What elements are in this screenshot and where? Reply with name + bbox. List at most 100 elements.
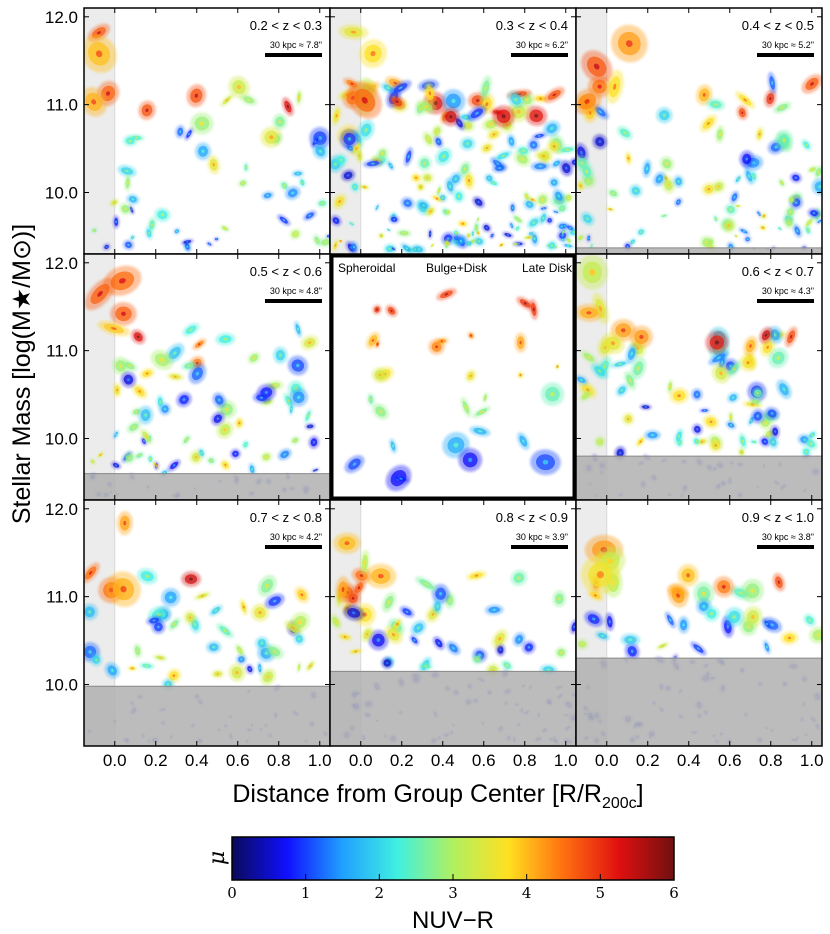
galaxy-core bbox=[634, 189, 637, 192]
y-tick-label: 11.0 bbox=[46, 588, 78, 607]
galaxy-core bbox=[665, 177, 668, 180]
galaxy-marker bbox=[738, 433, 748, 450]
galaxy-marker bbox=[110, 302, 137, 326]
galaxy-marker bbox=[713, 576, 735, 598]
galaxy-core bbox=[217, 398, 221, 402]
galaxy-marker bbox=[801, 74, 822, 94]
galaxy-core bbox=[466, 142, 470, 145]
galaxy-marker bbox=[692, 423, 703, 435]
galaxy-core bbox=[627, 417, 630, 421]
galaxy-core bbox=[316, 239, 319, 242]
galaxy-core bbox=[223, 227, 227, 230]
galaxy-core bbox=[761, 226, 765, 229]
galaxy-core bbox=[126, 181, 129, 185]
galaxy-marker bbox=[522, 235, 535, 240]
galaxy-core bbox=[354, 650, 358, 653]
galaxy-core bbox=[532, 221, 536, 224]
y-tick-label: 12.0 bbox=[45, 500, 78, 519]
galaxy-core bbox=[237, 85, 241, 90]
galaxy-marker bbox=[84, 34, 117, 73]
scale-bar bbox=[757, 299, 814, 303]
galaxy-core bbox=[714, 340, 719, 345]
galaxy-core bbox=[135, 410, 138, 413]
galaxy-marker bbox=[378, 232, 385, 239]
legend-category-label: Late Disk bbox=[522, 261, 573, 275]
galaxy-core bbox=[114, 433, 118, 436]
galaxy-core bbox=[475, 111, 479, 115]
galaxy-marker bbox=[466, 570, 487, 581]
galaxy-marker bbox=[625, 343, 638, 364]
panel-content bbox=[576, 500, 822, 746]
galaxy-core bbox=[395, 100, 399, 104]
galaxy-marker bbox=[436, 184, 442, 197]
galaxy-core bbox=[498, 637, 502, 641]
galaxy-core bbox=[476, 658, 479, 661]
galaxy-core bbox=[818, 220, 821, 223]
galaxy-core bbox=[265, 455, 268, 458]
galaxy-core bbox=[710, 612, 713, 616]
galaxy-core bbox=[145, 108, 149, 113]
galaxy-marker bbox=[730, 190, 739, 204]
galaxy-core bbox=[471, 232, 474, 235]
galaxy-core bbox=[157, 625, 160, 629]
galaxy-marker bbox=[294, 586, 310, 604]
galaxy-core bbox=[682, 623, 685, 627]
galaxy-marker bbox=[371, 367, 389, 383]
galaxy-marker bbox=[134, 451, 145, 460]
galaxy-core bbox=[407, 154, 410, 159]
galaxy-marker bbox=[432, 636, 445, 650]
galaxy-marker bbox=[184, 127, 194, 141]
galaxy-core bbox=[522, 439, 525, 443]
galaxy-marker bbox=[90, 653, 103, 667]
galaxy-core bbox=[286, 104, 290, 109]
galaxy-core bbox=[278, 120, 282, 124]
galaxy-core bbox=[477, 240, 481, 243]
galaxy-marker bbox=[147, 454, 154, 464]
scale-bar bbox=[511, 53, 568, 57]
galaxy-core bbox=[734, 234, 738, 238]
galaxy-core bbox=[811, 168, 814, 171]
galaxy-core bbox=[208, 242, 211, 246]
galaxy-marker bbox=[567, 227, 576, 237]
galaxy-core bbox=[514, 97, 518, 102]
galaxy-marker bbox=[181, 360, 197, 371]
galaxy-core bbox=[808, 221, 811, 224]
galaxy-marker bbox=[192, 338, 207, 350]
galaxy-marker bbox=[332, 193, 347, 210]
galaxy-core bbox=[608, 620, 611, 624]
galaxy-marker bbox=[517, 371, 524, 379]
galaxy-marker bbox=[415, 99, 437, 115]
galaxy-marker bbox=[639, 404, 652, 410]
galaxy-marker bbox=[532, 132, 547, 140]
galaxy-core bbox=[287, 399, 290, 403]
galaxy-marker bbox=[467, 105, 487, 122]
galaxy-core bbox=[610, 341, 616, 346]
galaxy-marker bbox=[126, 421, 142, 434]
galaxy-marker bbox=[176, 392, 192, 408]
panel-redshift-label: 0.8 < z < 0.9 bbox=[496, 510, 568, 525]
galaxy-marker bbox=[287, 355, 308, 376]
galaxy-core bbox=[533, 237, 536, 241]
axes-layer: 10.0 11.0 12.0 10.0 11.0 12.0 10.0 11.0 12.0 0.0 0… bbox=[45, 8, 824, 770]
x-tick-label: 0.8 bbox=[513, 751, 537, 770]
galaxy-marker bbox=[758, 224, 767, 231]
galaxy-core bbox=[158, 656, 162, 659]
galaxy-core bbox=[301, 181, 304, 184]
galaxy-core bbox=[752, 440, 756, 443]
scale-bar bbox=[265, 545, 322, 549]
galaxy-core bbox=[558, 597, 561, 601]
galaxy-marker bbox=[272, 113, 288, 130]
galaxy-marker bbox=[96, 451, 105, 459]
galaxy-marker bbox=[453, 189, 465, 203]
galaxy-marker bbox=[580, 554, 621, 595]
galaxy-marker bbox=[706, 98, 726, 111]
galaxy-core bbox=[283, 453, 286, 456]
galaxy-core bbox=[392, 247, 395, 250]
galaxy-core bbox=[423, 161, 426, 165]
galaxy-core bbox=[346, 174, 350, 177]
galaxy-core bbox=[662, 113, 666, 117]
galaxy-core bbox=[406, 202, 409, 205]
galaxy-core bbox=[714, 444, 717, 447]
galaxy-core bbox=[772, 440, 775, 444]
galaxy-core bbox=[91, 460, 94, 463]
